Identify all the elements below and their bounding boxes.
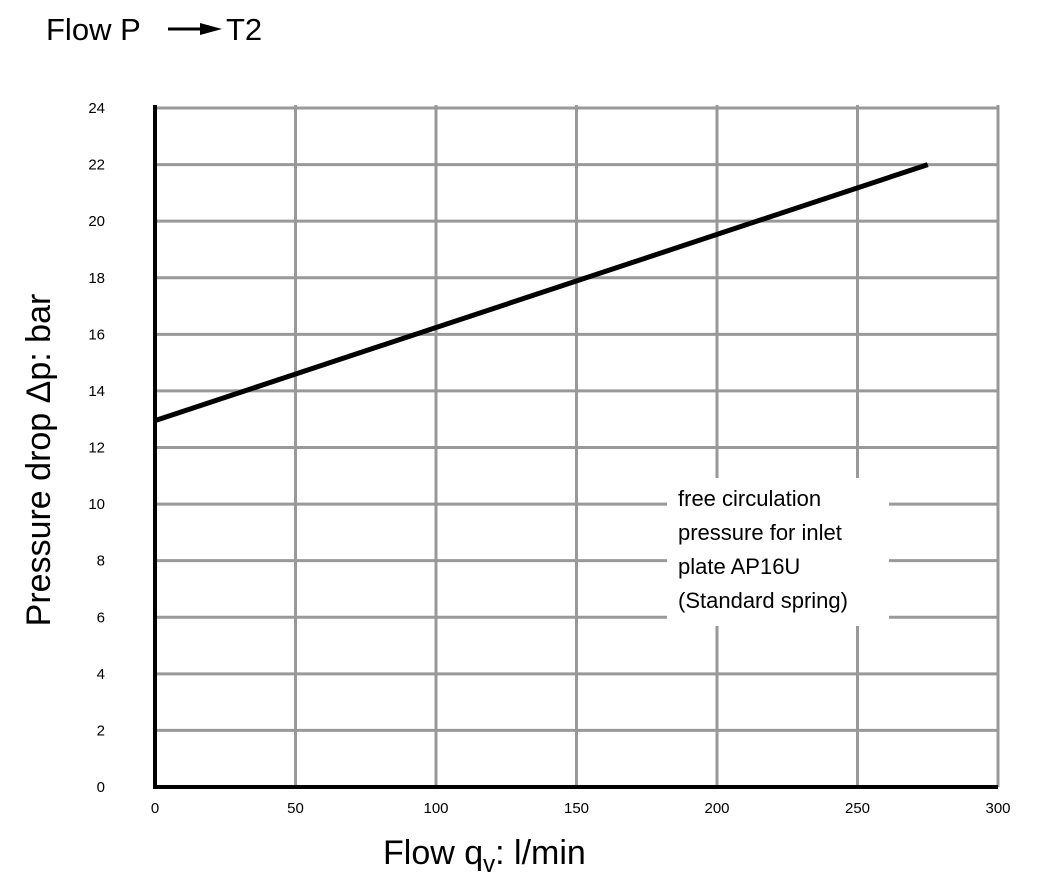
y-tick-label: 4 <box>97 666 105 683</box>
annotation-line: free circulation <box>678 486 821 511</box>
x-tick-label: 0 <box>151 800 159 817</box>
y-tick-label: 22 <box>88 157 105 174</box>
y-tick-label: 16 <box>88 326 105 343</box>
arrow-right-icon <box>168 23 222 35</box>
series-line-0 <box>154 162 929 423</box>
y-tick-label: 6 <box>97 609 105 626</box>
x-axis-label: Flow qv: l/min <box>383 834 586 878</box>
y-tick-label: 20 <box>88 213 105 230</box>
y-tick-label: 18 <box>88 270 105 287</box>
chart-title-suffix: T2 <box>226 12 262 47</box>
y-tick-label: 2 <box>97 722 105 739</box>
grid <box>155 105 1000 787</box>
series-group <box>154 162 929 423</box>
x-tick-label: 250 <box>845 800 870 817</box>
x-tick-labels: 0 50 100 150 200 250 300 <box>151 800 1011 817</box>
y-tick-label: 12 <box>88 440 105 457</box>
y-tick-label: 10 <box>88 496 105 513</box>
x-tick-label: 100 <box>423 800 448 817</box>
y-tick-label: 14 <box>88 383 105 400</box>
y-tick-label: 8 <box>97 553 105 570</box>
y-axis-label: Pressure drop Δp: bar <box>20 294 58 627</box>
axes <box>153 105 998 789</box>
annotation-line: pressure for inlet <box>678 520 842 545</box>
chart-title-prefix: Flow P <box>46 12 141 47</box>
y-tick-label: 24 <box>88 100 105 117</box>
x-tick-label: 50 <box>287 800 304 817</box>
chart-title: Flow P T2 <box>46 12 262 47</box>
x-tick-label: 150 <box>564 800 589 817</box>
x-axis-label-subscript: v <box>483 851 495 878</box>
x-axis-label-unit: : l/min <box>495 834 586 872</box>
x-tick-label: 200 <box>704 800 729 817</box>
x-tick-label: 300 <box>985 800 1010 817</box>
annotation-line: (Standard spring) <box>678 588 848 613</box>
y-tick-label: 0 <box>97 779 105 796</box>
annotation-background <box>667 478 889 626</box>
annotation: free circulation pressure for inlet plate … <box>678 486 848 613</box>
x-axis-label-main: Flow q <box>383 834 483 872</box>
annotation-line: plate AP16U <box>678 554 800 579</box>
